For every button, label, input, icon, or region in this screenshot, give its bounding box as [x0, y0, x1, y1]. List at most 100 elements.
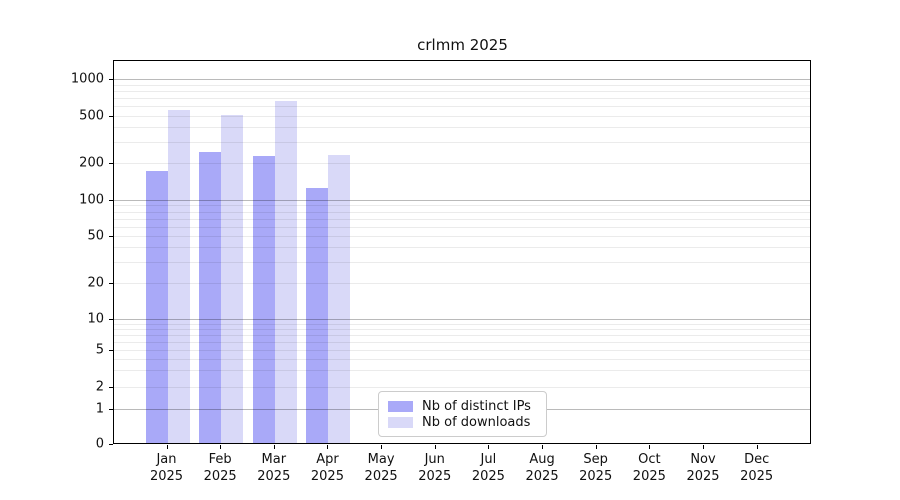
legend-item-downloads: Nb of downloads [388, 414, 536, 430]
gridline-minor-600 [114, 106, 810, 108]
gridline-minor-500 [114, 116, 810, 117]
x-tick-year: 2025 [310, 469, 344, 484]
x-tick-label-aug: Aug 2025 [526, 451, 559, 485]
gridline-minor-20 [114, 283, 810, 284]
gridline-minor-7 [114, 334, 810, 336]
y-tick-200 [109, 163, 113, 164]
x-tick-label-apr: Apr 2025 [311, 451, 344, 485]
y-tick-50 [109, 236, 113, 237]
x-tick-year: 2025 [740, 469, 774, 484]
chart-title: crlmm 2025 [417, 36, 508, 54]
bar-ips-mar [252, 155, 275, 443]
legend: Nb of distinct IPs Nb of downloads [378, 391, 547, 437]
y-tick-label-50: 50 [87, 228, 104, 244]
x-tick-year: 2025 [632, 469, 666, 484]
x-tick-label-jan: Jan 2025 [150, 451, 183, 485]
y-tick-label-100: 100 [79, 192, 104, 208]
gridline-1000 [114, 79, 810, 80]
x-tick-label-mar: Mar 2025 [257, 451, 290, 485]
gridline-minor-90 [114, 205, 810, 207]
x-tick-mar [273, 445, 275, 449]
y-tick-1 [109, 409, 113, 410]
y-tick-10 [109, 319, 113, 320]
x-tick-year: 2025 [418, 469, 452, 484]
x-tick-sep [595, 445, 597, 449]
legend-label-downloads: Nb of downloads [422, 414, 531, 430]
bar-downloads-mar [274, 101, 297, 443]
gridline-minor-900 [114, 84, 810, 86]
bar-downloads-feb [221, 115, 244, 443]
x-tick-label-may: May 2025 [365, 451, 398, 485]
bar-downloads-apr [328, 154, 351, 443]
gridline-minor-5 [114, 350, 810, 351]
x-tick-feb [220, 445, 222, 449]
y-tick-label-500: 500 [79, 108, 104, 124]
legend-swatch-distinct-ips [388, 400, 413, 412]
y-tick-0 [109, 444, 113, 445]
gridline-minor-9 [114, 323, 810, 325]
x-tick-year: 2025 [471, 469, 505, 484]
y-tick-label-0: 0 [95, 436, 104, 452]
x-tick-year: 2025 [149, 469, 184, 484]
y-tick-label-1: 1 [95, 401, 104, 417]
x-tick-year: 2025 [525, 469, 559, 484]
x-tick-jul [488, 445, 490, 449]
x-tick-month: Mar [261, 452, 287, 467]
x-tick-year: 2025 [257, 469, 291, 484]
y-tick-500 [109, 116, 113, 117]
gridline-minor-30 [114, 262, 810, 264]
y-tick-label-2: 2 [95, 379, 104, 394]
x-tick-label-oct: Oct 2025 [633, 451, 666, 485]
plot-area [113, 60, 811, 444]
legend-label-distinct-ips: Nb of distinct IPs [422, 398, 531, 414]
x-tick-year: 2025 [686, 469, 720, 484]
bar-ips-feb [199, 151, 222, 443]
y-tick-1000 [109, 79, 113, 80]
gridline-minor-80 [114, 211, 810, 213]
gridline-minor-400 [114, 127, 810, 129]
x-tick-year: 2025 [579, 469, 613, 484]
gridline-minor-300 [114, 142, 810, 144]
x-tick-apr [327, 445, 329, 449]
x-tick-month: Nov [690, 452, 716, 467]
y-tick-5 [109, 350, 113, 351]
x-tick-may [381, 445, 383, 449]
x-tick-nov [703, 445, 704, 449]
legend-item-distinct-ips: Nb of distinct IPs [388, 398, 536, 414]
x-tick-month: Oct [638, 452, 661, 467]
gridline-minor-70 [114, 218, 810, 220]
x-tick-label-nov: Nov 2025 [686, 451, 719, 485]
x-tick-year: 2025 [203, 469, 237, 484]
bar-ips-jan [145, 171, 168, 443]
x-tick-year: 2025 [364, 469, 398, 484]
x-tick-month: May [367, 452, 395, 467]
x-tick-month: Feb [208, 452, 232, 467]
gridline-minor-50 [114, 236, 810, 237]
gridline-minor-3 [114, 370, 810, 372]
x-tick-label-sep: Sep 2025 [579, 451, 612, 485]
bar-ips-apr [306, 188, 329, 443]
x-tick-jan [166, 445, 168, 449]
gridline-minor-200 [114, 163, 810, 164]
x-tick-dec [756, 445, 758, 449]
y-tick-label-5: 5 [95, 342, 104, 358]
x-tick-oct [649, 445, 651, 449]
x-tick-jun [434, 445, 436, 449]
y-tick-label-200: 200 [79, 155, 104, 171]
y-tick-20 [109, 283, 113, 284]
x-tick-label-dec: Dec 2025 [740, 451, 773, 485]
gridline-minor-60 [114, 226, 810, 228]
gridline-minor-2 [114, 386, 810, 388]
x-tick-month: Aug [529, 452, 555, 467]
x-tick-month: Sep [583, 452, 608, 467]
x-tick-month: Jul [480, 452, 497, 467]
y-tick-label-10: 10 [87, 311, 104, 327]
gridline-minor-6 [114, 341, 810, 343]
y-tick-label-1000: 1000 [70, 71, 104, 87]
legend-swatch-downloads [388, 416, 413, 428]
gridline-minor-800 [114, 90, 810, 92]
y-tick-100 [109, 200, 113, 201]
gridline-minor-8 [114, 328, 810, 330]
x-tick-month: Jun [424, 452, 445, 467]
